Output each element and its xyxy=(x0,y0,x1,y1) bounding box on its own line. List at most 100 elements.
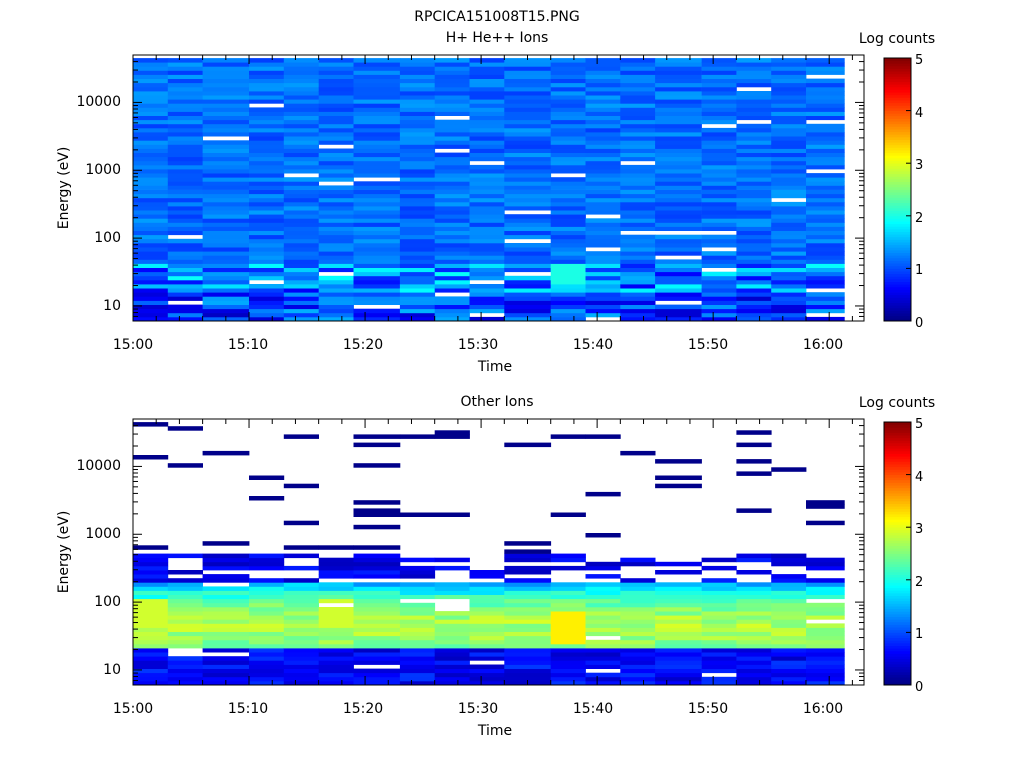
heatmap-cell xyxy=(353,169,401,174)
heatmap-cell xyxy=(434,74,470,79)
heatmap-cell xyxy=(399,218,436,223)
colorbar-step xyxy=(884,313,911,317)
heatmap-cell xyxy=(469,119,505,125)
heatmap-cell xyxy=(318,594,354,600)
heatmap-cell xyxy=(133,82,169,88)
heatmap-cell xyxy=(585,152,621,158)
heatmap-cell xyxy=(167,271,203,277)
heatmap-cell xyxy=(504,279,552,285)
heatmap-cell xyxy=(133,222,169,227)
heatmap-cell xyxy=(701,639,737,645)
heatmap-cell xyxy=(202,635,250,641)
heatmap-cell xyxy=(504,643,552,649)
heatmap-cell xyxy=(249,607,285,612)
x-tick-label: 15:00 xyxy=(113,701,153,717)
heatmap-cell xyxy=(771,251,807,256)
heatmap-cell xyxy=(655,82,702,88)
heatmap-cell xyxy=(353,668,401,674)
heatmap-cell xyxy=(283,74,319,79)
heatmap-cell xyxy=(771,578,807,583)
heatmap-cell xyxy=(318,557,354,563)
heatmap-cell xyxy=(806,561,845,567)
heatmap-cell xyxy=(469,582,505,587)
colorbar-step xyxy=(884,228,911,232)
heatmap-cell xyxy=(701,578,737,583)
heatmap-cell xyxy=(399,594,436,600)
heatmap-cell xyxy=(620,226,656,231)
heatmap-cell xyxy=(283,189,319,195)
heatmap-cell xyxy=(434,623,470,628)
heatmap-cell xyxy=(736,218,772,223)
heatmap-cell xyxy=(202,181,250,186)
heatmap-cell xyxy=(202,541,250,546)
heatmap-cell xyxy=(620,259,656,264)
heatmap-cell xyxy=(620,164,656,170)
heatmap-cell xyxy=(353,271,401,277)
heatmap-cell xyxy=(771,296,807,301)
colorbar-step xyxy=(884,674,911,678)
heatmap-cell xyxy=(434,197,470,203)
heatmap-cell xyxy=(655,570,702,575)
heatmap-cell xyxy=(283,619,319,624)
heatmap-cell xyxy=(550,582,586,587)
heatmap-cell xyxy=(585,62,621,67)
heatmap-cell xyxy=(771,631,807,637)
heatmap-cell xyxy=(806,140,845,145)
heatmap-cell xyxy=(701,631,737,637)
heatmap-cell xyxy=(399,99,436,104)
heatmap-cell xyxy=(585,304,621,310)
heatmap-cell xyxy=(133,127,169,133)
colorbar-step xyxy=(884,569,911,573)
heatmap-cell xyxy=(283,160,319,166)
heatmap-cell xyxy=(249,169,285,174)
heatmap-cell xyxy=(353,582,401,587)
heatmap-cell xyxy=(353,127,401,133)
heatmap-cell xyxy=(736,222,772,227)
heatmap-cell xyxy=(318,82,354,88)
heatmap-cell xyxy=(469,181,505,186)
heatmap-cell xyxy=(283,169,319,174)
colorbar-step xyxy=(884,202,911,206)
heatmap-cell xyxy=(434,222,470,227)
heatmap-cell xyxy=(736,193,772,199)
heatmap-cell xyxy=(469,292,505,297)
heatmap-cell xyxy=(399,251,436,256)
heatmap-cell xyxy=(620,70,656,75)
heatmap-cell xyxy=(504,99,552,104)
heatmap-cell xyxy=(399,660,436,665)
heatmap-cell xyxy=(655,590,702,595)
heatmap-cell xyxy=(655,206,702,211)
heatmap-cell xyxy=(249,557,285,563)
heatmap-cell xyxy=(469,590,505,595)
heatmap-cell xyxy=(736,590,772,595)
heatmap-cell xyxy=(249,475,285,480)
heatmap-cell xyxy=(806,156,845,162)
heatmap-cell xyxy=(434,643,470,649)
heatmap-cell xyxy=(771,177,807,182)
heatmap-cell xyxy=(469,99,505,104)
heatmap-cell xyxy=(620,177,656,182)
colorbar-step xyxy=(884,89,911,93)
colorbar-step xyxy=(884,218,911,222)
heatmap-cell xyxy=(434,676,470,682)
colorbar-step xyxy=(884,648,911,652)
heatmap-cell xyxy=(806,590,845,595)
heatmap-cell xyxy=(167,177,203,182)
heatmap-cell xyxy=(585,643,621,649)
heatmap-cell xyxy=(736,623,772,628)
heatmap-cell xyxy=(167,115,203,121)
heatmap-cell xyxy=(469,288,505,293)
heatmap-cell xyxy=(806,631,845,637)
heatmap-cell xyxy=(736,263,772,268)
heatmap-cell xyxy=(550,619,586,624)
heatmap-cell xyxy=(283,271,319,277)
colorbar-step xyxy=(884,271,911,275)
heatmap-cell xyxy=(585,611,621,616)
heatmap-cell xyxy=(167,206,203,211)
heatmap-cell xyxy=(318,169,354,174)
heatmap-cell xyxy=(434,304,470,310)
heatmap-cell xyxy=(399,316,436,322)
colorbar-step xyxy=(884,157,911,161)
heatmap-cell xyxy=(655,160,702,166)
heatmap-cell xyxy=(771,259,807,264)
